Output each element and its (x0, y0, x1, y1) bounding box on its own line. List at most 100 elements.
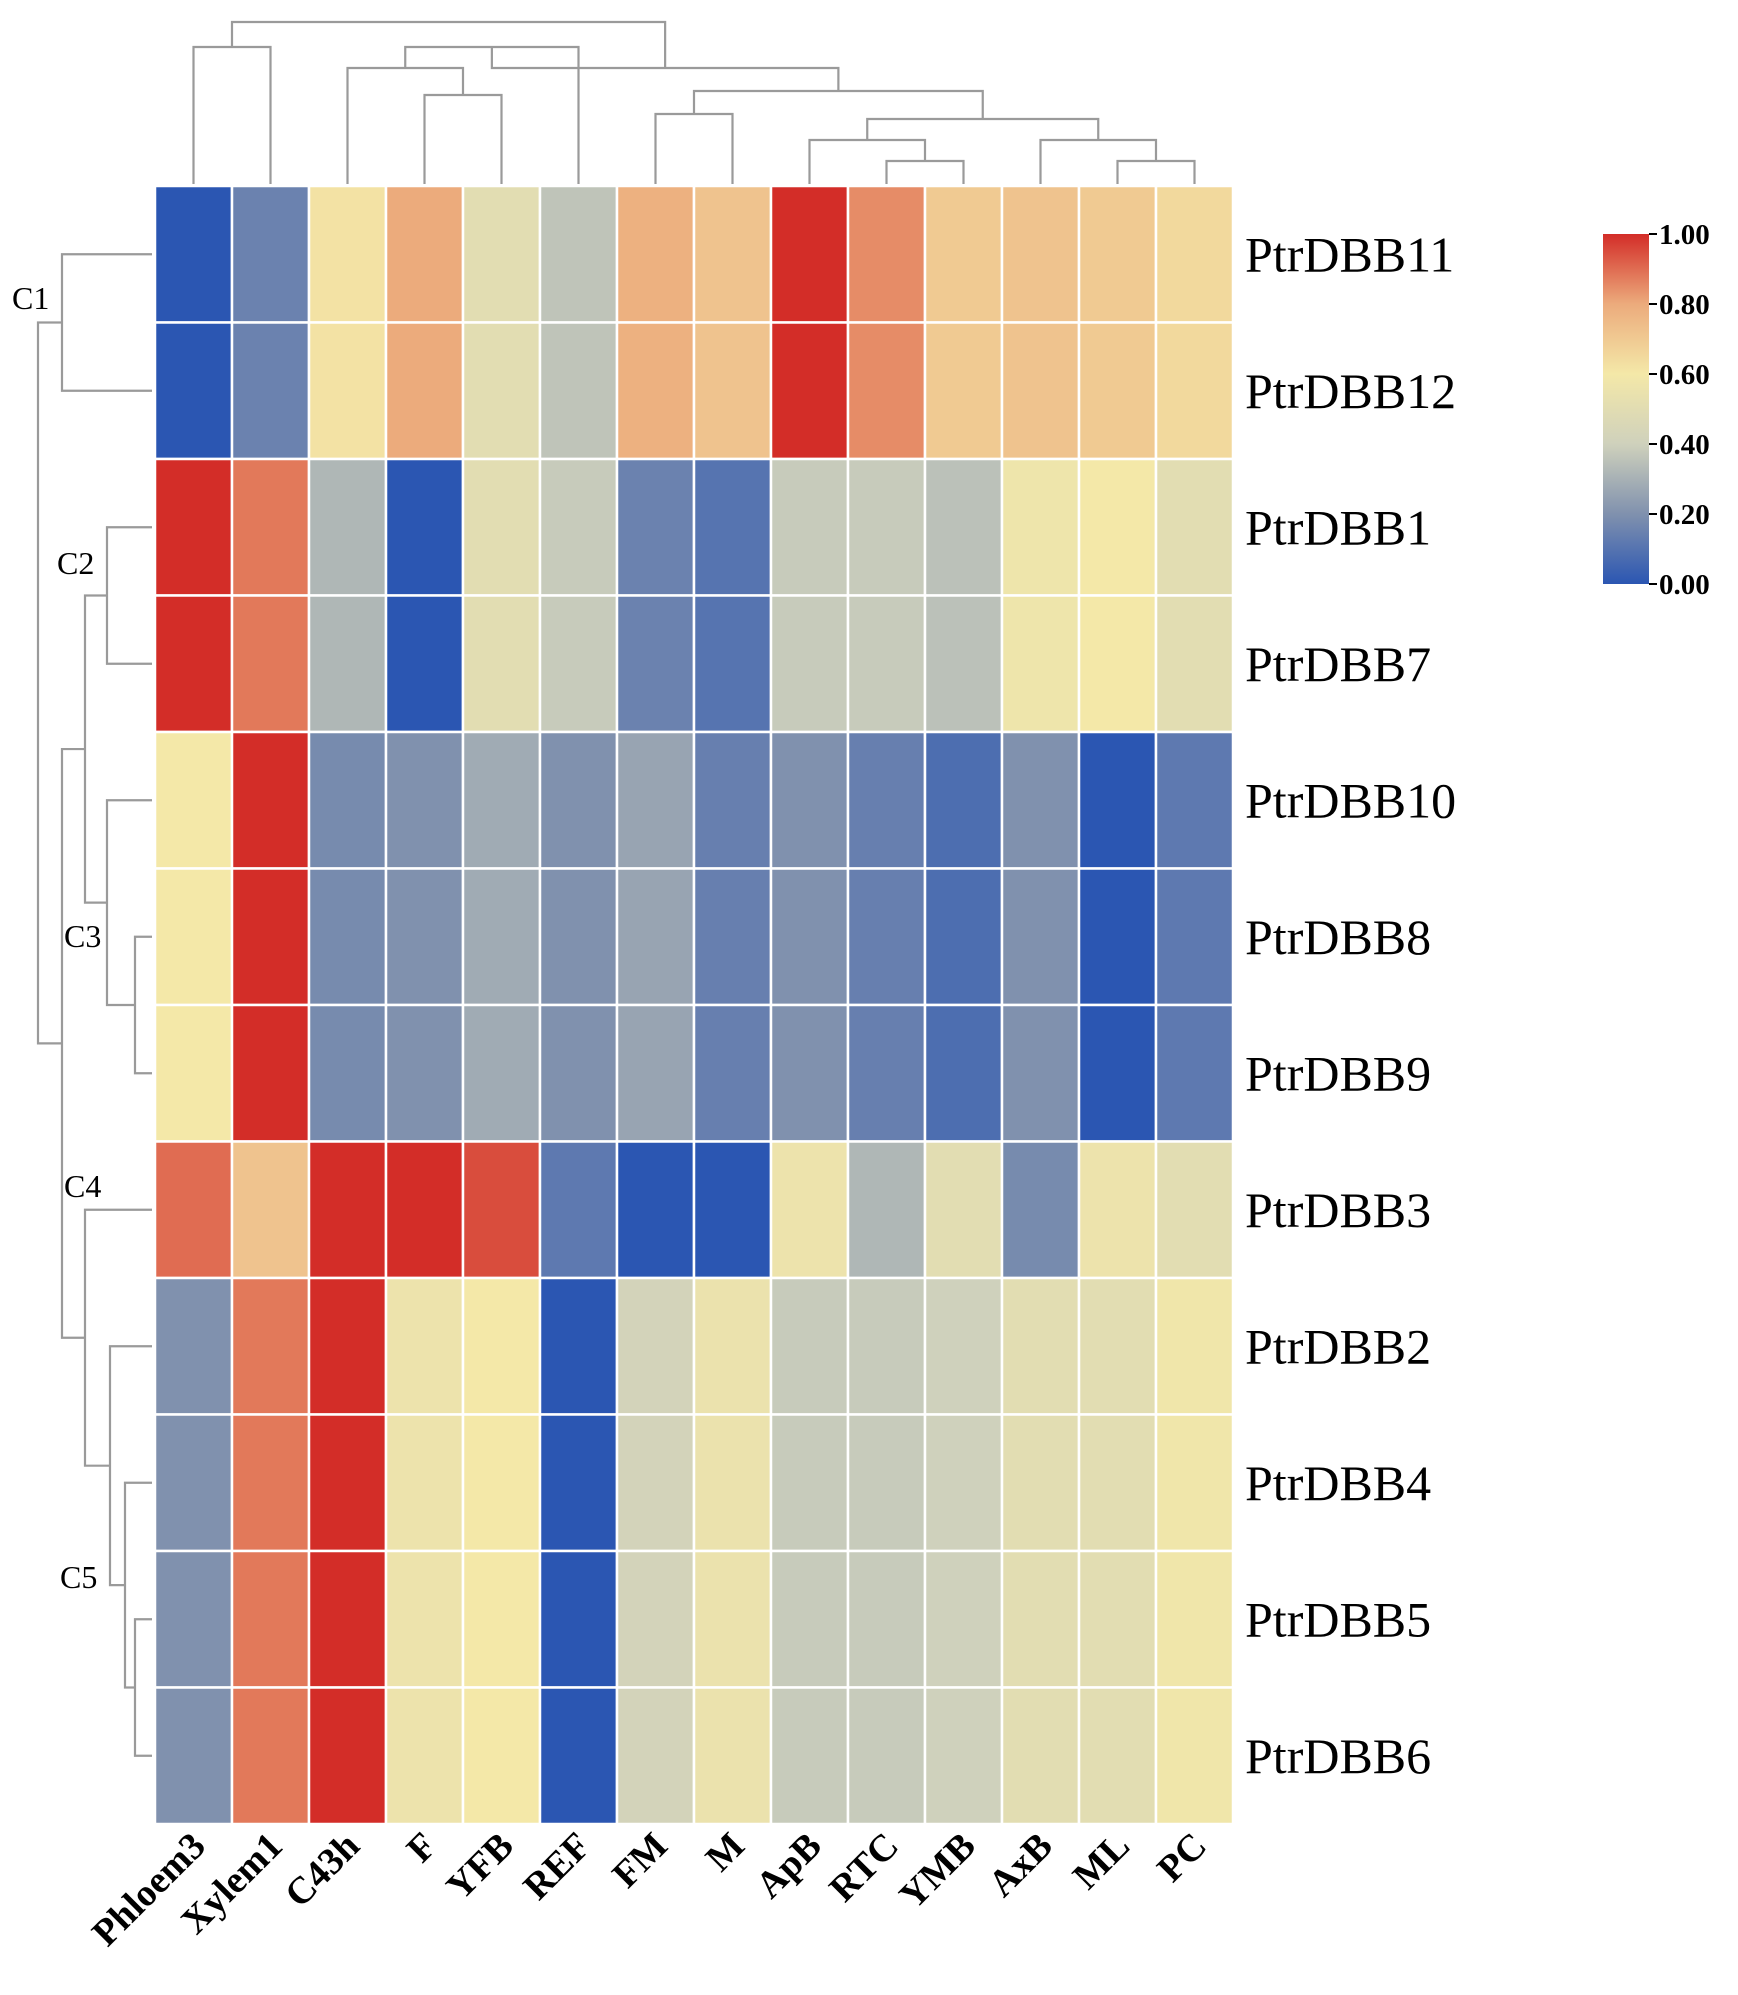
row-labels: PtrDBB11 PtrDBB12 PtrDBB1 PtrDBB7 PtrDBB10 Pt… (1245, 226, 1456, 1784)
row-dendrogram-branch (123, 1481, 152, 1689)
heatmap-cell (846, 1686, 927, 1826)
heatmap-cell (769, 457, 850, 597)
heatmap-cell (1000, 867, 1081, 1007)
heatmap-cell (230, 594, 311, 734)
heatmap-cell (230, 1276, 311, 1416)
heatmap-cell (846, 594, 927, 734)
heatmap-cell (692, 457, 773, 597)
row-dendrogram-branch (105, 526, 152, 665)
heatmap-cell (1000, 1686, 1081, 1826)
heatmap-cell (153, 594, 234, 734)
heatmap-cell (538, 1140, 619, 1280)
row-dendrogram-branch (83, 594, 107, 904)
heatmap-cell (384, 730, 465, 870)
colorbar-tick-label: 0.40 (1659, 429, 1710, 461)
heatmap-cell (923, 1276, 1004, 1416)
heatmap-cell (461, 730, 542, 870)
column-dendrogram-branch (230, 20, 667, 68)
heatmap-cell (384, 321, 465, 461)
heatmap-cell (1000, 1276, 1081, 1416)
heatmap-cell (153, 867, 234, 1007)
cluster-label: C2 (57, 545, 94, 581)
heatmap-cell (769, 321, 850, 461)
heatmap-cell (307, 594, 388, 734)
heatmap-cell (692, 1686, 773, 1826)
column-dendrogram-branch (1116, 159, 1196, 184)
heatmap-cell (769, 1549, 850, 1689)
heatmap-cell (230, 730, 311, 870)
row-dendrogram-branch (60, 253, 152, 392)
heatmap-cell (923, 1413, 1004, 1553)
heatmap-cell (538, 1686, 619, 1826)
column-dendrogram-branch (346, 66, 465, 184)
heatmap-cell (1154, 184, 1235, 324)
heatmap-cell (230, 1549, 311, 1689)
heatmap-cell (1154, 1549, 1235, 1689)
heatmap-cell (153, 1413, 234, 1553)
row-label: PtrDBB12 (1245, 363, 1456, 419)
heatmap-cell (384, 1140, 465, 1280)
heatmap-cell (692, 1003, 773, 1143)
heatmap-cell (230, 1686, 311, 1826)
heatmap-cell (307, 1140, 388, 1280)
row-label: PtrDBB9 (1245, 1045, 1431, 1101)
heatmap-cell (1077, 1549, 1158, 1689)
heatmap-cell (615, 1276, 696, 1416)
heatmap-cell (384, 1686, 465, 1826)
heatmap-cell (769, 730, 850, 870)
heatmap-cell (1154, 594, 1235, 734)
heatmap-cell (307, 1003, 388, 1143)
heatmap-cell (692, 594, 773, 734)
heatmap-cell (307, 867, 388, 1007)
heatmap-cell (769, 1276, 850, 1416)
heatmap-cell (1154, 321, 1235, 461)
heatmap-cell (538, 1003, 619, 1143)
heatmap-cell (153, 730, 234, 870)
colorbar (1603, 234, 1649, 584)
heatmap-cell (615, 184, 696, 324)
heatmap-cell (769, 1413, 850, 1553)
heatmap-cell (769, 867, 850, 1007)
row-label: PtrDBB8 (1245, 909, 1431, 965)
heatmap-cell (692, 1413, 773, 1553)
heatmap-cell (538, 321, 619, 461)
heatmap-cell (538, 730, 619, 870)
heatmap-cell (615, 1140, 696, 1280)
heatmap-cell (538, 1549, 619, 1689)
row-dendrogram-branch (105, 799, 152, 1007)
colorbar-legend: 0.00 0.20 0.40 0.60 0.80 1.00 (1603, 219, 1710, 601)
heatmap-cell (1154, 867, 1235, 1007)
heatmap-cell (846, 184, 927, 324)
heatmap-cell (384, 1413, 465, 1553)
heatmap-cells (153, 184, 1235, 1826)
heatmap-cell (1154, 1413, 1235, 1553)
row-cluster-labels: C1 C2 C3 C4 C5 (12, 280, 101, 1595)
heatmap-cell (1077, 457, 1158, 597)
heatmap-cell (923, 321, 1004, 461)
heatmap-cell (1154, 1003, 1235, 1143)
heatmap-cell (692, 867, 773, 1007)
heatmap-cell (461, 1140, 542, 1280)
heatmap-cell (1000, 730, 1081, 870)
row-label: PtrDBB11 (1245, 226, 1454, 282)
heatmap-cell (769, 1003, 850, 1143)
heatmap-cell (384, 457, 465, 597)
heatmap-cell (384, 1549, 465, 1689)
heatmap-cell (846, 1003, 927, 1143)
heatmap-cell (1077, 1413, 1158, 1553)
colorbar-tick-label: 0.20 (1659, 499, 1710, 531)
heatmap-cell (846, 321, 927, 461)
heatmap-cell (1000, 1413, 1081, 1553)
colorbar-tick-label: 1.00 (1659, 219, 1710, 251)
column-dendrogram-branch (192, 45, 272, 184)
cluster-label: C4 (64, 1168, 101, 1204)
heatmap-cell (615, 867, 696, 1007)
heatmap-cell (692, 730, 773, 870)
heatmap-cell (230, 1003, 311, 1143)
heatmap-cell (538, 594, 619, 734)
heatmap-cell (384, 867, 465, 1007)
heatmap-cell (230, 184, 311, 324)
column-label: REF (515, 1825, 598, 1908)
row-dendrogram-branch (36, 321, 62, 1045)
